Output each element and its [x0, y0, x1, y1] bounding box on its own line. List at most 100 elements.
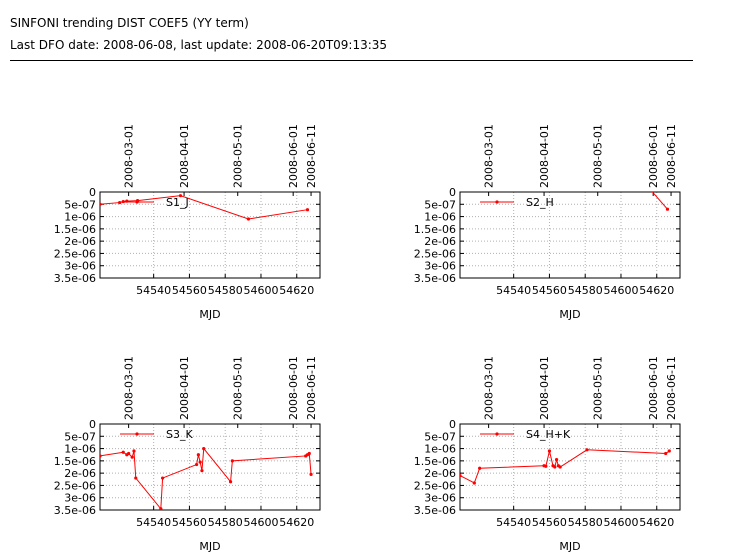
data-point — [161, 476, 165, 480]
legend-marker — [495, 200, 499, 204]
y-tick-label: 0 — [89, 418, 96, 431]
legend-marker — [495, 432, 499, 436]
date-tick-label: 2008-06-11 — [305, 124, 318, 188]
y-tick-label: 3.5e-06 — [54, 272, 96, 285]
x-tick-label: 54580 — [568, 284, 603, 297]
x-tick-label: 54580 — [208, 284, 243, 297]
x-axis-label: MJD — [199, 308, 220, 321]
plot-frame — [99, 423, 321, 511]
series-4 — [460, 448, 671, 485]
date-tick-label: 2008-05-01 — [232, 356, 245, 420]
chart-panel-2: 05e-071e-061.5e-062e-062.5e-063e-063.5e-… — [414, 124, 681, 321]
date-tick-label: 2008-04-01 — [538, 124, 551, 188]
data-point — [547, 449, 552, 453]
y-tick-label: 3.5e-06 — [414, 272, 456, 285]
x-tick-label: 54620 — [639, 516, 674, 529]
y-tick-label: 2.5e-06 — [54, 247, 96, 260]
date-tick-label: 2008-06-11 — [305, 356, 318, 420]
x-tick-label: 54560 — [532, 284, 567, 297]
x-axis-label: MJD — [199, 540, 220, 553]
legend-label: S4_H+K — [526, 428, 571, 441]
data-point — [127, 451, 131, 456]
data-point — [307, 451, 311, 456]
data-point — [202, 446, 206, 451]
x-tick-label: 54560 — [172, 516, 207, 529]
data-point — [664, 451, 668, 456]
plot-frame — [459, 423, 681, 511]
date-tick-label: 2008-06-01 — [287, 124, 300, 188]
date-tick-label: 2008-04-01 — [538, 356, 551, 420]
data-point — [121, 450, 125, 454]
data-point — [476, 183, 479, 186]
x-tick-label: 54600 — [243, 284, 278, 297]
x-axis-label: MJD — [559, 308, 580, 321]
y-tick-label: 2.5e-06 — [414, 479, 456, 492]
y-tick-label: 3e-06 — [424, 260, 456, 273]
y-tick-label: 3e-06 — [64, 260, 96, 273]
data-point — [553, 465, 557, 469]
page-title: SINFONI trending DIST COEF5 (YY term) — [10, 16, 249, 30]
y-tick-label: 3e-06 — [424, 492, 456, 505]
series-3 — [100, 446, 313, 510]
data-point — [198, 460, 202, 464]
date-tick-label: 2008-03-01 — [123, 124, 136, 188]
x-tick-label: 54600 — [603, 284, 638, 297]
plot-frame — [459, 191, 681, 279]
data-point — [100, 202, 102, 206]
chart-panel-1: 05e-071e-061.5e-062e-062.5e-063e-063.5e-… — [54, 124, 321, 321]
y-tick-label: 1e-06 — [64, 443, 96, 456]
x-tick-label: 54540 — [136, 284, 171, 297]
y-tick-label: 1e-06 — [424, 443, 456, 456]
data-point — [194, 462, 199, 467]
x-tick-label: 54580 — [208, 516, 243, 529]
chart-panel-4: 05e-071e-061.5e-062e-062.5e-063e-063.5e-… — [414, 356, 681, 553]
date-tick-label: 2008-06-01 — [647, 124, 660, 188]
y-tick-label: 5e-07 — [424, 198, 456, 211]
data-point — [178, 194, 183, 198]
x-tick-label: 54600 — [243, 516, 278, 529]
series-line — [100, 195, 308, 220]
series-line — [651, 192, 668, 210]
date-tick-label: 2008-06-01 — [647, 356, 660, 420]
y-tick-label: 2.5e-06 — [54, 479, 96, 492]
data-point — [460, 474, 462, 478]
series-line — [460, 449, 670, 484]
y-tick-label: 2e-06 — [64, 467, 96, 480]
legend-marker — [135, 200, 139, 204]
x-tick-label: 54580 — [568, 516, 603, 529]
page-subtitle: Last DFO date: 2008-06-08, last update: … — [10, 38, 388, 52]
data-point — [472, 481, 476, 485]
x-axis-label: MJD — [559, 540, 580, 553]
y-tick-label: 2.5e-06 — [414, 247, 456, 260]
legend-label: S3_K — [166, 428, 193, 441]
x-tick-label: 54560 — [532, 516, 567, 529]
data-point — [132, 449, 136, 453]
data-point — [196, 453, 200, 457]
y-tick-label: 1.5e-06 — [414, 223, 456, 236]
header-divider — [10, 60, 693, 61]
date-tick-label: 2008-06-11 — [665, 124, 678, 188]
plot-frame — [99, 191, 321, 279]
y-tick-label: 5e-07 — [424, 430, 456, 443]
data-point — [134, 476, 138, 480]
date-tick-label: 2008-06-11 — [665, 356, 678, 420]
data-point — [228, 480, 233, 484]
y-tick-label: 3e-06 — [64, 492, 96, 505]
data-point — [508, 185, 511, 188]
x-tick-label: 54540 — [136, 516, 171, 529]
data-point — [305, 208, 310, 212]
y-tick-label: 3.5e-06 — [54, 504, 96, 517]
y-tick-label: 2e-06 — [424, 235, 456, 248]
data-point — [309, 472, 313, 476]
data-point — [478, 466, 482, 470]
y-tick-label: 1.5e-06 — [54, 223, 96, 236]
y-tick-label: 5e-07 — [64, 430, 96, 443]
date-tick-label: 2008-06-01 — [287, 356, 300, 420]
y-tick-label: 1e-06 — [64, 211, 96, 224]
chart-panel-3: 05e-071e-061.5e-062e-062.5e-063e-063.5e-… — [54, 356, 321, 553]
date-tick-label: 2008-05-01 — [592, 124, 605, 188]
x-tick-label: 54540 — [496, 284, 531, 297]
series-2 — [476, 183, 670, 211]
y-tick-label: 2e-06 — [64, 235, 96, 248]
